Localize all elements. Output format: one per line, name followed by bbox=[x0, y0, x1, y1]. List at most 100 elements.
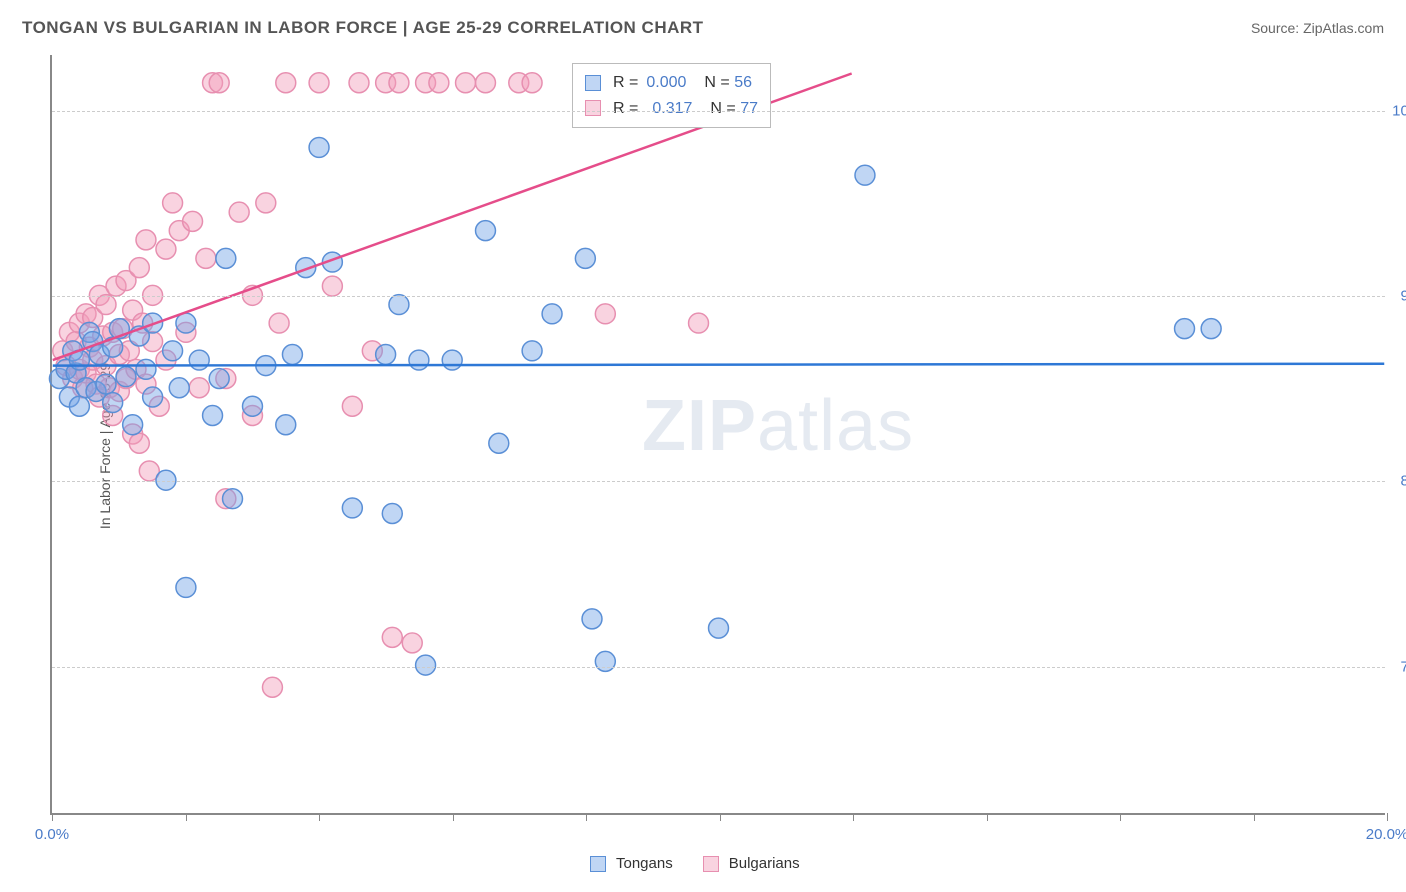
scatter-point bbox=[189, 350, 209, 370]
gridline-h bbox=[52, 111, 1385, 112]
bottom-legend: Tongans Bulgarians bbox=[590, 855, 800, 872]
scatter-point bbox=[1201, 319, 1221, 339]
bulgarians-n-value: 77 bbox=[740, 100, 758, 117]
x-tick bbox=[720, 813, 721, 821]
x-tick bbox=[319, 813, 320, 821]
scatter-point bbox=[262, 677, 282, 697]
scatter-point bbox=[103, 393, 123, 413]
scatter-point bbox=[416, 655, 436, 675]
scatter-point bbox=[456, 73, 476, 93]
scatter-point bbox=[442, 350, 462, 370]
scatter-point bbox=[402, 633, 422, 653]
scatter-point bbox=[389, 295, 409, 315]
scatter-point bbox=[183, 211, 203, 231]
scatter-point bbox=[1175, 319, 1195, 339]
x-tick-label: 20.0% bbox=[1366, 826, 1406, 843]
scatter-point bbox=[136, 359, 156, 379]
x-tick-label: 0.0% bbox=[35, 826, 69, 843]
scatter-plot-svg bbox=[52, 55, 1385, 813]
scatter-point bbox=[309, 137, 329, 157]
x-tick bbox=[1120, 813, 1121, 821]
chart-plot-area: ZIPatlas R = 0.000 N = 56 R = 0.317 N = … bbox=[50, 55, 1385, 815]
scatter-point bbox=[309, 73, 329, 93]
scatter-point bbox=[156, 239, 176, 259]
scatter-point bbox=[522, 341, 542, 361]
scatter-point bbox=[163, 193, 183, 213]
x-tick bbox=[1387, 813, 1388, 821]
scatter-point bbox=[129, 433, 149, 453]
scatter-point bbox=[256, 193, 276, 213]
y-tick-label: 80.0% bbox=[1400, 473, 1406, 490]
scatter-point bbox=[209, 369, 229, 389]
scatter-point bbox=[129, 258, 149, 278]
scatter-point bbox=[169, 378, 189, 398]
scatter-point bbox=[575, 248, 595, 268]
x-tick bbox=[186, 813, 187, 821]
n-label: N = bbox=[704, 74, 729, 91]
legend-item-tongans: Tongans bbox=[590, 855, 673, 872]
scatter-point bbox=[855, 165, 875, 185]
bulgarians-r-value: 0.317 bbox=[652, 96, 692, 122]
stats-row-tongans: R = 0.000 N = 56 bbox=[585, 70, 758, 96]
gridline-h bbox=[52, 481, 1385, 482]
scatter-point bbox=[276, 73, 296, 93]
scatter-point bbox=[595, 304, 615, 324]
swatch-bulgarians-bottom-icon bbox=[703, 856, 719, 872]
scatter-point bbox=[476, 221, 496, 241]
x-tick bbox=[586, 813, 587, 821]
scatter-point bbox=[189, 378, 209, 398]
scatter-point bbox=[522, 73, 542, 93]
scatter-point bbox=[209, 73, 229, 93]
scatter-point bbox=[689, 313, 709, 333]
scatter-point bbox=[349, 73, 369, 93]
r-label: R = bbox=[613, 70, 638, 96]
y-tick-label: 100.0% bbox=[1392, 102, 1406, 119]
scatter-point bbox=[476, 73, 496, 93]
scatter-point bbox=[382, 627, 402, 647]
scatter-point bbox=[116, 367, 136, 387]
scatter-point bbox=[143, 387, 163, 407]
scatter-point bbox=[376, 345, 396, 365]
scatter-point bbox=[595, 651, 615, 671]
scatter-point bbox=[322, 276, 342, 296]
y-tick-label: 90.0% bbox=[1400, 287, 1406, 304]
chart-header: TONGAN VS BULGARIAN IN LABOR FORCE | AGE… bbox=[22, 18, 1384, 38]
scatter-point bbox=[176, 577, 196, 597]
x-tick bbox=[52, 813, 53, 821]
scatter-point bbox=[282, 345, 302, 365]
scatter-point bbox=[96, 374, 116, 394]
scatter-point bbox=[382, 504, 402, 524]
scatter-point bbox=[582, 609, 602, 629]
scatter-point bbox=[389, 73, 409, 93]
scatter-point bbox=[342, 498, 362, 518]
scatter-point bbox=[203, 406, 223, 426]
x-tick bbox=[853, 813, 854, 821]
scatter-point bbox=[223, 489, 243, 509]
n-label-2: N = bbox=[710, 100, 735, 117]
scatter-point bbox=[229, 202, 249, 222]
scatter-point bbox=[542, 304, 562, 324]
legend-label-bulgarians: Bulgarians bbox=[729, 855, 800, 872]
chart-title: TONGAN VS BULGARIAN IN LABOR FORCE | AGE… bbox=[22, 18, 704, 38]
x-tick bbox=[987, 813, 988, 821]
gridline-h bbox=[52, 667, 1385, 668]
stats-legend: R = 0.000 N = 56 R = 0.317 N = 77 bbox=[572, 63, 771, 128]
scatter-point bbox=[196, 248, 216, 268]
r-label-2: R = bbox=[613, 96, 638, 122]
scatter-point bbox=[156, 470, 176, 490]
swatch-tongans-bottom-icon bbox=[590, 856, 606, 872]
scatter-point bbox=[243, 396, 263, 416]
scatter-point bbox=[96, 295, 116, 315]
gridline-h bbox=[52, 296, 1385, 297]
scatter-point bbox=[709, 618, 729, 638]
y-tick-label: 70.0% bbox=[1400, 658, 1406, 675]
scatter-point bbox=[216, 248, 236, 268]
legend-item-bulgarians: Bulgarians bbox=[703, 855, 800, 872]
chart-source: Source: ZipAtlas.com bbox=[1251, 20, 1384, 36]
scatter-point bbox=[409, 350, 429, 370]
scatter-point bbox=[342, 396, 362, 416]
trend-line bbox=[53, 364, 1384, 366]
swatch-bulgarians-icon bbox=[585, 100, 601, 116]
x-tick bbox=[1254, 813, 1255, 821]
tongans-n-value: 56 bbox=[734, 74, 752, 91]
